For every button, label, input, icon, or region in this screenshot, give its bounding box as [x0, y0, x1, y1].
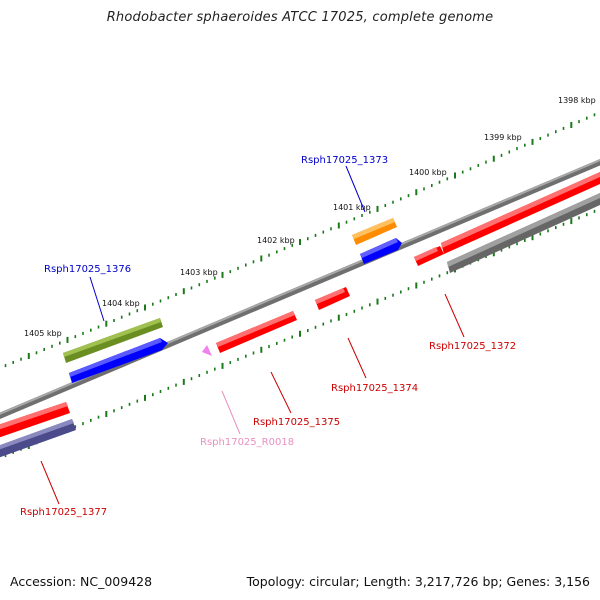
scale-label-1399: 1399 kbp — [484, 133, 522, 142]
gene-R0018-feature[interactable] — [202, 345, 212, 356]
genome-summary-text: Topology: circular; Length: 3,217,726 bp… — [246, 574, 590, 589]
feature-track-inner[interactable] — [0, 246, 444, 459]
accession-text: Accession: NC_009428 — [10, 574, 153, 589]
scale-label-1400: 1400 kbp — [409, 168, 447, 177]
gene-1377-feature[interactable] — [0, 419, 76, 459]
gene-label-1373[interactable]: Rsph17025_1373 — [301, 155, 388, 166]
scale-label-1403: 1403 kbp — [180, 268, 218, 277]
scale-label-1402: 1402 kbp — [257, 236, 295, 245]
gene-label-1376[interactable]: Rsph17025_1376 — [44, 264, 131, 275]
gene-label-1377[interactable]: Rsph17025_1377 — [20, 507, 107, 518]
gene-1376-feature[interactable] — [69, 338, 168, 383]
map-title: Rhodobacter sphaeroides ATCC 17025, comp… — [106, 10, 494, 25]
gene-label-1375[interactable]: Rsph17025_1375 — [253, 417, 340, 428]
label-leaders — [40, 165, 465, 505]
gene-1373-feature[interactable] — [360, 238, 402, 264]
genome-backbone — [0, 158, 600, 420]
gene-1375-feature[interactable] — [216, 311, 297, 353]
gene-label-R0018[interactable]: Rsph17025_R0018 — [200, 437, 294, 448]
scale-label-1398: 1398 kbp — [558, 96, 596, 105]
scale-label-1404: 1404 kbp — [102, 299, 140, 308]
feature-track-outer[interactable] — [63, 172, 600, 383]
gene-red-left-feature[interactable] — [0, 402, 70, 439]
gene-label-1374[interactable]: Rsph17025_1374 — [331, 383, 418, 394]
gene-olive-feature[interactable] — [63, 318, 163, 363]
gene-1372-feature[interactable] — [414, 246, 444, 266]
outer-scale-ticks — [4, 113, 596, 368]
gene-red-top-feature[interactable] — [441, 172, 600, 254]
gene-1374-feature[interactable] — [315, 287, 350, 310]
gene-grey-feature[interactable] — [447, 193, 600, 273]
gene-orange-feature[interactable] — [352, 218, 397, 245]
scale-label-1405: 1405 kbp — [24, 329, 62, 338]
gene-labels: Rsph17025_1373 Rsph17025_1376 Rsph17025_… — [20, 155, 516, 518]
scale-labels: 1398 kbp 1399 kbp 1400 kbp 1401 kbp 1402… — [24, 96, 596, 338]
gene-label-1372[interactable]: Rsph17025_1372 — [429, 341, 516, 352]
scale-label-1401: 1401 kbp — [333, 203, 371, 212]
